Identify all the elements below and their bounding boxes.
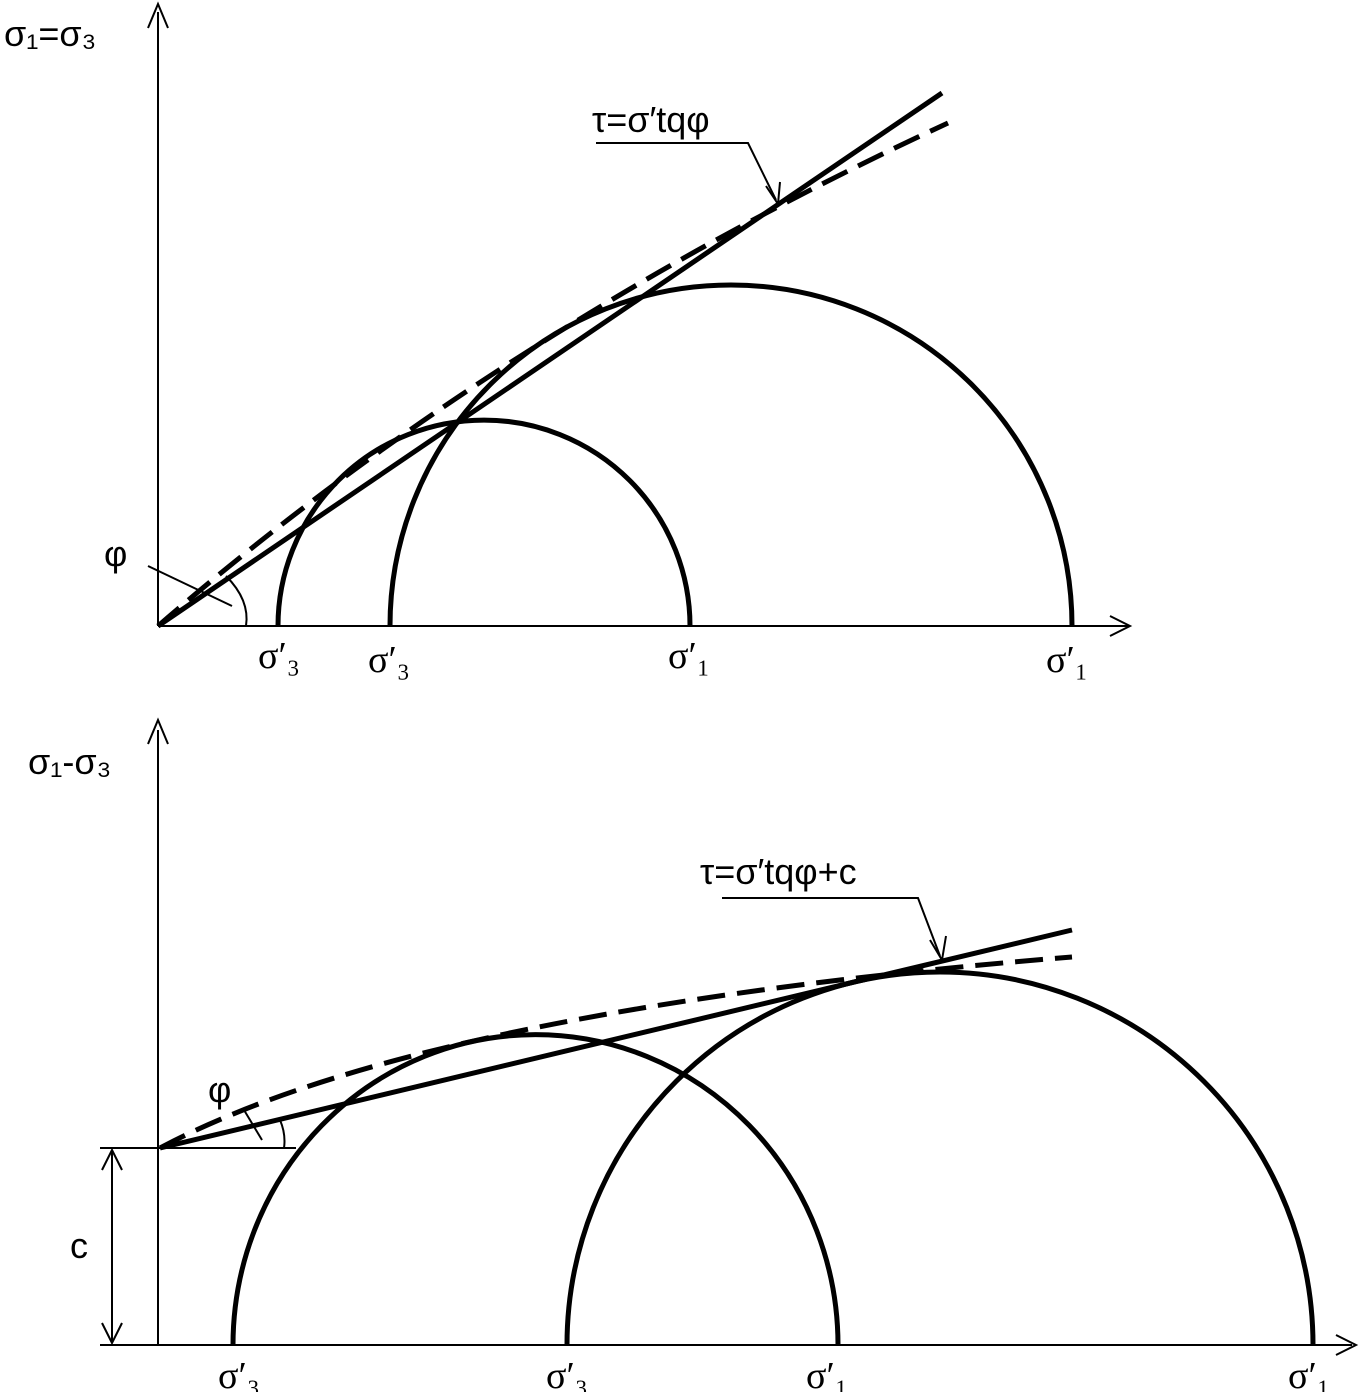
envelope-curve [158, 954, 1073, 1151]
x-label: σ′₃ [258, 635, 300, 677]
axis-arrow [1335, 1334, 1359, 1356]
bottom-diagram: σ₁-σ₃ τ=σ′tqφ+c φ c σ′₃ σ′₃ σ′₁ σ′₁ [28, 717, 1359, 1392]
leader [243, 1109, 263, 1141]
envelope-line [159, 927, 1073, 1151]
axis-arrow [1109, 615, 1133, 637]
leader [596, 142, 777, 201]
leader [722, 897, 941, 957]
envelope-line [156, 90, 944, 629]
x-label: σ′₁ [806, 1355, 848, 1392]
arrow-head [765, 181, 781, 207]
envelope-label: τ=σ′tqφ [592, 99, 710, 140]
mohr-circle [275, 417, 693, 627]
mohr-circle [564, 969, 1316, 1346]
x-label: σ′₃ [546, 1355, 588, 1392]
angle-label: φ [104, 533, 127, 574]
axis-label: σ₁-σ₃ [28, 741, 111, 782]
x-label: σ′₃ [218, 1355, 260, 1392]
x-label: σ′₃ [368, 639, 410, 681]
envelope-curve [156, 120, 950, 628]
angle-arc [279, 1119, 286, 1149]
angle-arc [225, 575, 248, 627]
x-label: σ′₁ [668, 635, 710, 677]
axis-label: σ₁=σ₃ [4, 13, 96, 54]
intercept-label: c [70, 1225, 88, 1266]
top-diagram: σ₁=σ₃ τ=σ′tqφ φ σ′₃ σ′₃ σ′₁ σ′₁ [4, 1, 1133, 681]
mohr-circle [230, 1032, 841, 1346]
arrow-head [929, 935, 947, 963]
x-label: σ′₁ [1288, 1355, 1330, 1392]
mohr-circle [387, 282, 1075, 627]
axis-arrow [147, 1, 169, 29]
axis-arrow [147, 717, 169, 745]
dimension-arrows [101, 1147, 123, 1346]
angle-label: φ [208, 1069, 231, 1110]
envelope-label: τ=σ′tqφ+c [700, 851, 857, 892]
leader [147, 565, 233, 607]
x-label: σ′₁ [1046, 639, 1088, 681]
